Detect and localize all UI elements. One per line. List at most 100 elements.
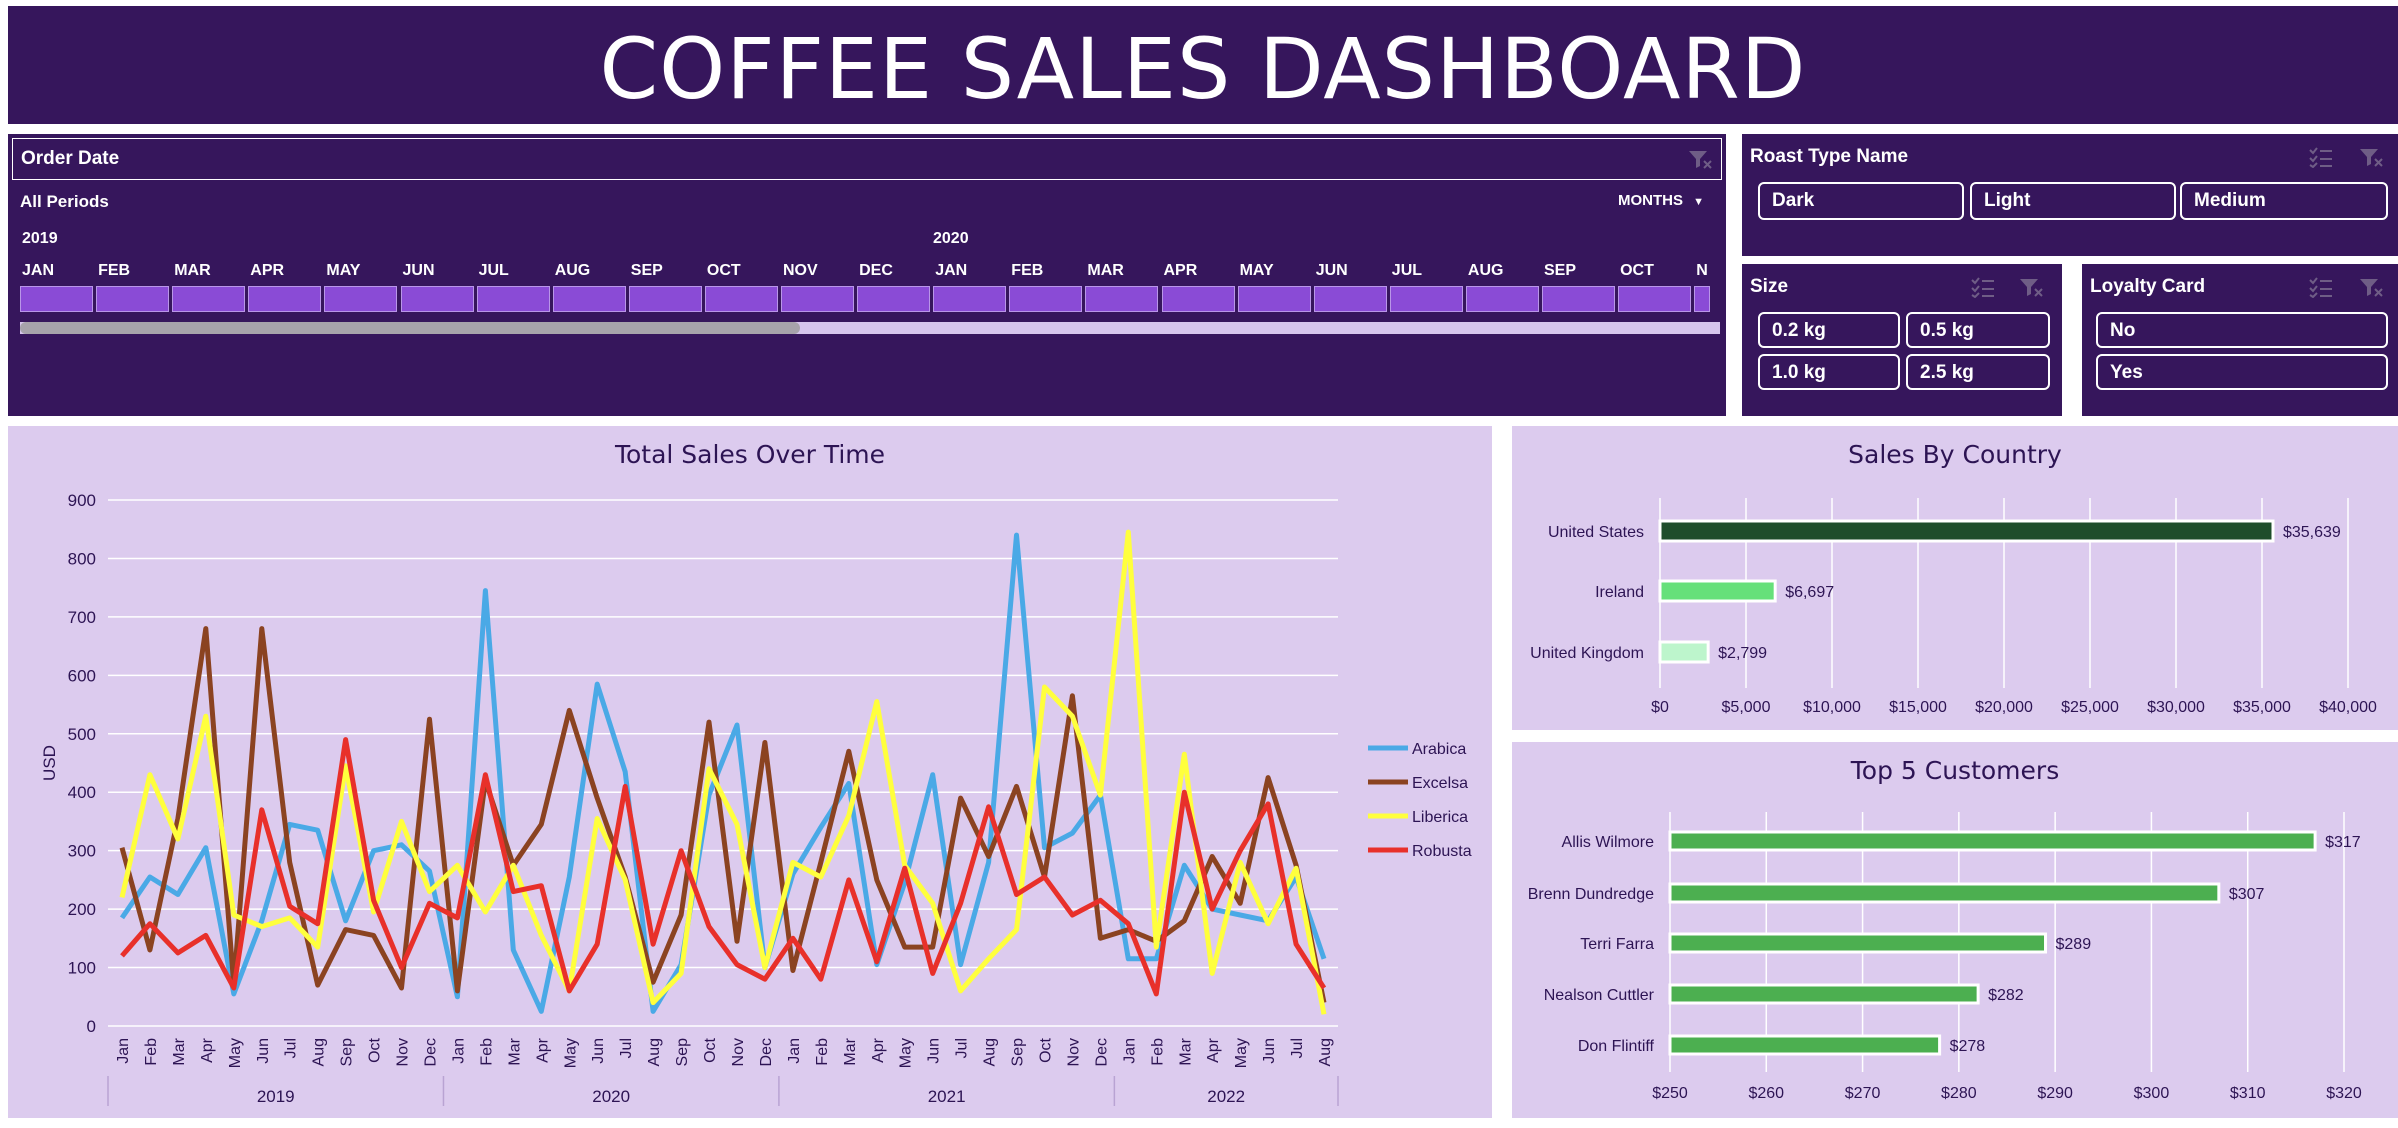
x-tick-label: $300	[2134, 1085, 2170, 1102]
timeline-month-cell[interactable]	[552, 286, 626, 312]
clear-filter-icon[interactable]	[2358, 276, 2384, 298]
timeline-month-cell[interactable]	[476, 286, 550, 312]
country-chart-title: Sales By Country	[1848, 440, 2062, 469]
period-label: All Periods	[20, 192, 109, 211]
x-tick-label: Apr	[199, 1037, 216, 1063]
timeline-month-cell[interactable]	[324, 286, 398, 312]
loyalty-option-yes[interactable]: Yes	[2096, 354, 2388, 390]
category-label: Nealson Cuttler	[1544, 987, 1655, 1004]
timeline-month-label: DEC	[859, 262, 893, 279]
x-tick-label: $270	[1845, 1085, 1881, 1102]
timeline-month-cell[interactable]	[1465, 286, 1539, 312]
timeline-month-cell[interactable]	[628, 286, 702, 312]
x-tick-label: $290	[2037, 1085, 2073, 1102]
timeline-month-cell[interactable]	[248, 286, 322, 312]
timeline-month-cell[interactable]	[781, 286, 854, 312]
line-chart: 0 100 200 300 400 500 600 700 800 900 USD Jan Feb Mar…	[40, 491, 1472, 1106]
x-tick-label: Jun	[926, 1038, 943, 1064]
timeline-month-cell[interactable]	[1009, 286, 1083, 312]
x-tick-label: Feb	[1149, 1038, 1166, 1066]
clear-filter-icon[interactable]	[2018, 276, 2044, 298]
data-label: $282	[1988, 987, 2024, 1004]
timeline-month-cell[interactable]	[1542, 286, 1615, 312]
timeline-month-cell[interactable]	[400, 286, 474, 312]
data-label: $317	[2325, 834, 2361, 851]
x-tick-label: May	[1233, 1038, 1250, 1068]
timeline-month-cell[interactable]	[1694, 286, 1711, 312]
bar	[1668, 983, 1980, 1005]
year-label: 2022	[1207, 1087, 1245, 1106]
x-tick-label: Feb	[478, 1038, 495, 1066]
timeline-month-label: JUN	[402, 262, 435, 279]
x-tick-label: $30,000	[2147, 699, 2205, 716]
size-slicer-title: Size	[1750, 276, 1789, 297]
timeline-scroll-thumb[interactable]	[20, 322, 800, 334]
legend-label: Arabica	[1412, 741, 1466, 758]
timeline-month-cell[interactable]	[1389, 286, 1463, 312]
timeline-month-label: MAR	[1087, 262, 1124, 279]
x-tick-label: Mar	[171, 1037, 188, 1065]
y-tick-label: 300	[68, 842, 96, 861]
data-label: $2,799	[1718, 645, 1767, 662]
timeline-month-label: OCT	[1620, 262, 1654, 279]
timeline-month-label: MAR	[174, 262, 211, 279]
timeline-month-cell[interactable]	[1085, 286, 1159, 312]
timeline-month-label: SEP	[630, 262, 663, 279]
clear-filter-icon[interactable]	[1687, 148, 1713, 170]
x-tick-label: $35,000	[2233, 699, 2291, 716]
x-tick-label: Sep	[339, 1038, 356, 1067]
x-tick-label: $310	[2230, 1085, 2266, 1102]
timeline-month-label: MAY	[326, 262, 361, 279]
x-tick-label: $0	[1651, 699, 1669, 716]
timeline-month-label: AUG	[554, 262, 591, 279]
size-option-0-5kg[interactable]: 0.5 kg	[1906, 312, 2050, 348]
customers-bar-chart: $250 $260 $270 $280 $290 $300 $310 $320 Allis Wi…	[1528, 812, 2362, 1102]
order-date-timeline[interactable]: Order Date All Periods MONTHS ▼ 2019 202…	[8, 134, 1726, 416]
size-option-0-2kg[interactable]: 0.2 kg	[1758, 312, 1900, 348]
x-tick-label: Aug	[646, 1038, 663, 1066]
loyalty-option-no[interactable]: No	[2096, 312, 2388, 348]
clear-filter-icon[interactable]	[2358, 146, 2384, 168]
x-tick-label: Nov	[730, 1038, 747, 1066]
timeline-month-cell[interactable]	[704, 286, 778, 312]
timeline-month-cell[interactable]	[20, 286, 93, 312]
size-option-2-5kg[interactable]: 2.5 kg	[1906, 354, 2050, 390]
timeline-month-cell[interactable]	[1161, 286, 1235, 312]
roast-option-medium[interactable]: Medium	[2180, 182, 2388, 220]
timeline-month-cell[interactable]	[1618, 286, 1692, 312]
x-tick-label: Mar	[506, 1037, 523, 1065]
timeline-month-cell[interactable]	[172, 286, 246, 312]
timeline-month-label: MAY	[1239, 262, 1274, 279]
timeline-month-cell[interactable]	[1237, 286, 1311, 312]
timeline-month-label: JUN	[1315, 262, 1348, 279]
time-unit-label: MONTHS	[1618, 192, 1683, 209]
roast-option-dark[interactable]: Dark	[1758, 182, 1964, 220]
timeline-month-cell[interactable]	[857, 286, 931, 312]
timeline-month-cell[interactable]	[96, 286, 170, 312]
timeline-month-cell[interactable]	[1313, 286, 1387, 312]
x-tick-label: $260	[1748, 1085, 1784, 1102]
size-option-1-0kg[interactable]: 1.0 kg	[1758, 354, 1900, 390]
multi-select-icon[interactable]	[1970, 276, 1996, 298]
x-tick-label: Apr	[1205, 1037, 1222, 1063]
timeline-month-label: OCT	[706, 262, 741, 279]
category-label: Brenn Dundredge	[1528, 886, 1654, 903]
x-tick-label: Jan	[115, 1038, 132, 1064]
x-tick-label: Feb	[143, 1038, 160, 1066]
timeline-month-cell[interactable]	[933, 286, 1007, 312]
roast-option-light[interactable]: Light	[1970, 182, 2176, 220]
x-tick-label: Jan	[450, 1038, 467, 1064]
multi-select-icon[interactable]	[2308, 276, 2334, 298]
x-tick-label: Aug	[311, 1038, 328, 1066]
y-tick-label: 900	[68, 491, 96, 510]
multi-select-icon[interactable]	[2308, 146, 2334, 168]
x-tick-label: May	[227, 1038, 244, 1068]
x-tick-label: Jan	[786, 1038, 803, 1064]
data-label: $307	[2229, 886, 2265, 903]
category-label: Terri Farra	[1580, 936, 1654, 953]
y-tick-label: 500	[68, 725, 96, 744]
bar	[1668, 932, 2048, 954]
year-label: 2019	[257, 1087, 295, 1106]
time-unit-dropdown[interactable]: MONTHS ▼	[1618, 192, 1704, 209]
legend-label: Excelsa	[1412, 775, 1468, 792]
